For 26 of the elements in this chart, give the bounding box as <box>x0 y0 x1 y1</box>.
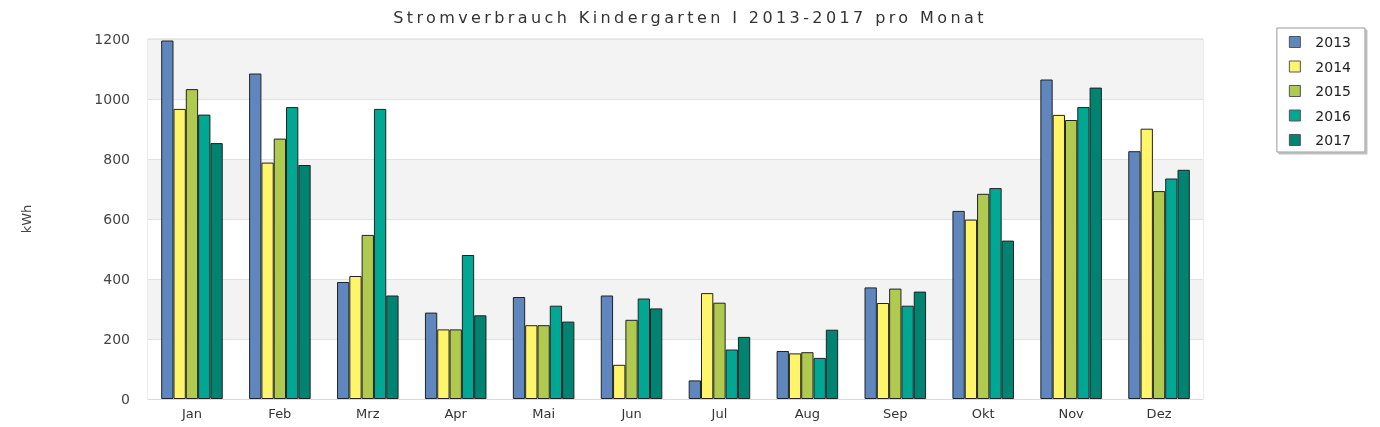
legend-label: 2013 <box>1315 34 1352 50</box>
legend-label: 2017 <box>1315 132 1352 148</box>
x-tick-label: Apr <box>444 406 468 421</box>
x-tick-label: Feb <box>268 406 292 421</box>
y-tick-label: 600 <box>103 211 130 227</box>
y-tick-label: 400 <box>103 271 130 287</box>
x-tick-label: Jun <box>620 406 642 421</box>
x-tick-label: Jul <box>710 406 728 421</box>
x-tick-label: Mai <box>532 406 556 421</box>
x-tick-label: Jan <box>180 406 202 421</box>
legend-label: 2016 <box>1315 107 1352 124</box>
y-tick-label: 0 <box>121 391 130 407</box>
x-tick-label: Sep <box>883 406 908 421</box>
x-tick-label: Mrz <box>356 406 380 421</box>
x-tick-label: Okt <box>971 406 995 421</box>
chart-title: Stromverbrauch Kindergarten I 2013-2017 pro Monat <box>393 8 987 27</box>
y-tick-label: 800 <box>103 151 130 167</box>
x-tick-label: Aug <box>794 406 821 421</box>
y-axis-title: kWh <box>19 204 34 234</box>
x-tick-label: Dez <box>1146 406 1172 421</box>
y-tick-label: 1000 <box>94 91 130 107</box>
legend-label: 2015 <box>1315 83 1352 99</box>
legend-label: 2014 <box>1315 58 1352 75</box>
x-tick-label: Nov <box>1058 406 1085 421</box>
y-tick-label: 1200 <box>94 31 130 47</box>
y-tick-label: 200 <box>103 331 130 347</box>
